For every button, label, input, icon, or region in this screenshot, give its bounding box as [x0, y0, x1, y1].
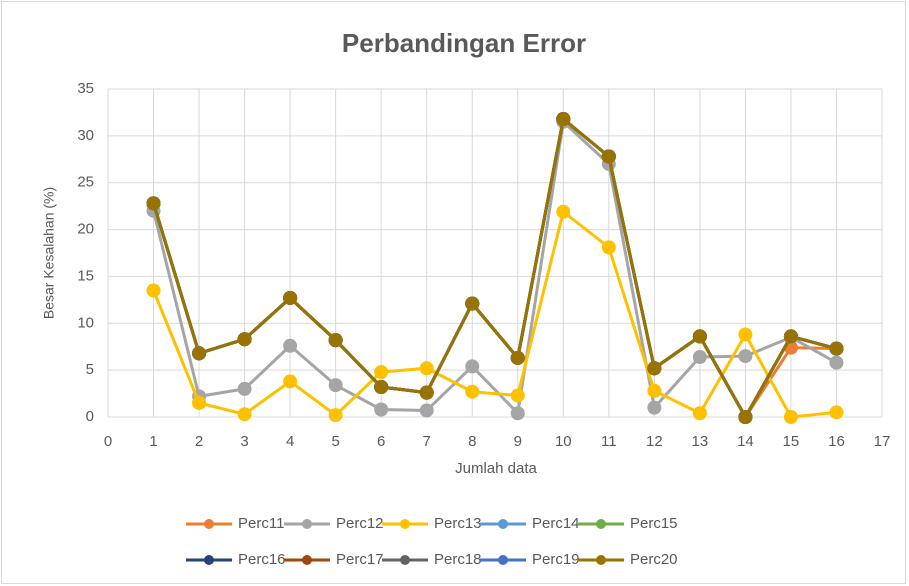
- x-tick-label: 15: [783, 433, 800, 450]
- legend-label: Perc20: [630, 551, 678, 568]
- x-tick-label: 10: [555, 433, 572, 450]
- x-tick-label: 0: [104, 433, 112, 450]
- data-point: [192, 395, 207, 410]
- y-axis-title: Besar Kesalahan (%): [41, 187, 57, 319]
- data-point: [465, 296, 480, 311]
- data-point: [647, 383, 662, 398]
- x-tick-label: 3: [240, 433, 248, 450]
- x-tick-label: 5: [331, 433, 339, 450]
- data-point: [692, 350, 707, 365]
- legend-label: Perc17: [336, 551, 384, 568]
- y-tick-label: 25: [77, 174, 94, 191]
- data-point: [146, 283, 161, 298]
- data-point: [419, 361, 434, 376]
- data-point: [738, 410, 753, 424]
- series-line: [152, 120, 838, 415]
- x-tick-label: 17: [874, 433, 891, 450]
- y-tick-label: 20: [77, 221, 94, 238]
- x-axis-title: Jumlah data: [455, 460, 537, 477]
- data-point: [465, 359, 480, 374]
- x-tick-label: 12: [646, 433, 663, 450]
- data-point: [783, 410, 798, 424]
- data-point: [738, 349, 753, 364]
- data-point: [283, 374, 298, 389]
- legend-label: Perc15: [630, 515, 678, 532]
- data-point: [419, 385, 434, 400]
- x-tick-label: 8: [468, 433, 476, 450]
- x-tick-label: 2: [195, 433, 203, 450]
- data-point: [192, 346, 207, 361]
- y-tick-label: 30: [77, 127, 94, 144]
- legend-label: Perc19: [532, 551, 580, 568]
- data-point: [465, 384, 480, 399]
- legend-marker: [204, 555, 214, 565]
- y-tick-label: 0: [86, 408, 94, 425]
- data-point: [601, 149, 616, 164]
- legend-marker: [400, 555, 410, 565]
- data-point: [783, 329, 798, 344]
- x-tick-label: 16: [828, 433, 845, 450]
- data-point: [237, 381, 252, 396]
- data-point: [647, 361, 662, 376]
- data-point: [328, 333, 343, 348]
- legend-label: Perc11: [238, 515, 284, 532]
- legend-marker: [498, 519, 508, 529]
- data-point: [146, 196, 161, 211]
- data-point: [374, 380, 389, 395]
- x-tick-label: 6: [377, 433, 385, 450]
- data-point: [692, 329, 707, 344]
- data-point: [738, 327, 753, 342]
- data-point: [374, 365, 389, 380]
- series-line: [152, 117, 837, 419]
- y-tick-label: 5: [86, 361, 94, 378]
- x-tick-label: 7: [423, 433, 431, 450]
- data-point: [829, 355, 844, 370]
- data-point: [510, 406, 525, 421]
- legend-marker: [204, 519, 214, 529]
- data-point: [419, 403, 434, 418]
- legend-marker: [302, 519, 312, 529]
- legend-marker: [302, 555, 312, 565]
- data-point: [829, 405, 844, 420]
- x-tick-label: 14: [737, 433, 754, 450]
- legend-marker: [596, 519, 606, 529]
- x-tick-label: 11: [601, 433, 617, 450]
- data-point: [829, 341, 844, 356]
- data-point: [510, 350, 525, 365]
- legend-marker: [400, 519, 410, 529]
- legend-label: Perc14: [532, 515, 580, 532]
- data-point: [692, 406, 707, 421]
- legend-marker: [596, 555, 606, 565]
- data-point: [283, 290, 298, 305]
- legend-label: Perc18: [434, 551, 482, 568]
- legend-label: Perc12: [336, 515, 384, 532]
- data-point: [510, 388, 525, 403]
- x-tick-label: 9: [514, 433, 522, 450]
- legend-label: Perc16: [238, 551, 286, 568]
- data-point: [237, 332, 252, 347]
- legend-label: Perc13: [434, 515, 482, 532]
- data-point: [283, 338, 298, 353]
- data-point: [237, 407, 252, 422]
- legend-marker: [498, 555, 508, 565]
- y-tick-label: 10: [77, 314, 94, 331]
- x-tick-label: 13: [692, 433, 709, 450]
- data-point: [601, 240, 616, 255]
- y-tick-label: 35: [77, 80, 94, 97]
- data-point: [328, 408, 343, 423]
- data-point: [556, 204, 571, 219]
- data-point: [328, 378, 343, 393]
- data-point: [556, 111, 571, 126]
- x-tick-label: 1: [149, 433, 157, 450]
- y-tick-label: 15: [77, 267, 94, 284]
- data-point: [374, 402, 389, 417]
- data-point: [647, 400, 662, 415]
- chart-title: Perbandingan Error: [342, 28, 586, 58]
- x-tick-label: 4: [286, 433, 294, 450]
